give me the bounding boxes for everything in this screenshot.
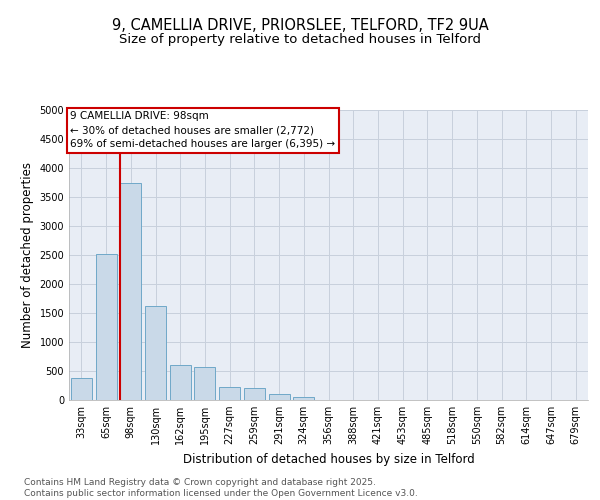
Bar xyxy=(269,394,290,400)
Text: 9 CAMELLIA DRIVE: 98sqm
← 30% of detached houses are smaller (2,772)
69% of semi: 9 CAMELLIA DRIVE: 98sqm ← 30% of detache… xyxy=(70,111,335,149)
Bar xyxy=(293,396,314,400)
Bar xyxy=(95,254,116,400)
Text: Size of property relative to detached houses in Telford: Size of property relative to detached ho… xyxy=(119,32,481,46)
Text: 9, CAMELLIA DRIVE, PRIORSLEE, TELFORD, TF2 9UA: 9, CAMELLIA DRIVE, PRIORSLEE, TELFORD, T… xyxy=(112,18,488,32)
Bar xyxy=(145,306,166,400)
Y-axis label: Number of detached properties: Number of detached properties xyxy=(21,162,34,348)
X-axis label: Distribution of detached houses by size in Telford: Distribution of detached houses by size … xyxy=(182,452,475,466)
Text: Contains HM Land Registry data © Crown copyright and database right 2025.
Contai: Contains HM Land Registry data © Crown c… xyxy=(24,478,418,498)
Bar xyxy=(194,367,215,400)
Bar xyxy=(120,182,141,400)
Bar xyxy=(244,388,265,400)
Bar xyxy=(219,386,240,400)
Bar xyxy=(71,378,92,400)
Bar xyxy=(170,365,191,400)
